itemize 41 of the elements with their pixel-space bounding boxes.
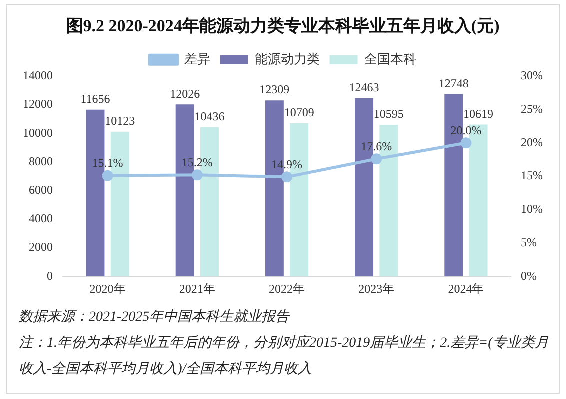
data-label: 10619 — [464, 106, 494, 121]
y2-tick-label: 25% — [521, 102, 544, 116]
point — [102, 170, 114, 182]
y2-tick-label: 30% — [521, 68, 544, 83]
y-tick-label: 10000 — [23, 126, 53, 140]
data-label: 12026 — [170, 86, 200, 101]
y-tick-label: 2000 — [29, 240, 53, 254]
chart-title: 图9.2 2020-2024年能源动力类专业本科毕业五年月收入(元) — [66, 16, 500, 36]
y-tick-label: 4000 — [29, 212, 53, 226]
source-note: 数据来源：2021-2025年中国本科生就业报告 — [19, 308, 292, 327]
point — [371, 154, 382, 165]
y-tick-label: 0 — [47, 268, 53, 283]
data-label: 10436 — [194, 110, 225, 124]
y2-tick-label: 10% — [521, 202, 544, 216]
x-tick-label: 2020年 — [90, 282, 126, 296]
data-label: 12748 — [438, 76, 469, 90]
x-tick-label: 2022年 — [269, 282, 305, 296]
x-tick-label: 2021年 — [179, 282, 216, 296]
data-label: 10595 — [374, 107, 404, 122]
y-tick-label: 8000 — [29, 154, 53, 168]
x-tick-label: 2023年 — [358, 282, 395, 296]
data-label: 12309 — [260, 82, 290, 97]
y2-tick-label: 15% — [521, 168, 544, 183]
legend-label: 能源动力类 — [254, 51, 320, 66]
y-tick-label: 6000 — [29, 182, 53, 197]
y-tick-label: 12000 — [23, 97, 53, 112]
data-label: 11656 — [80, 92, 110, 106]
legend-label: 全国本科 — [364, 51, 416, 66]
y2-tick-label: 5% — [521, 235, 538, 250]
data-label: 10709 — [284, 106, 314, 120]
data-label: 12463 — [349, 80, 380, 95]
data-label: 10123 — [105, 114, 136, 128]
legend-label: 差异 — [184, 51, 210, 66]
x-tick-label: 2024年 — [448, 282, 484, 296]
y2-tick-label: 0% — [521, 268, 538, 283]
point — [282, 172, 292, 183]
point — [460, 138, 472, 149]
y2-tick-label: 20% — [521, 135, 544, 150]
y-tick-label: 14000 — [23, 68, 53, 83]
point — [192, 170, 203, 181]
text: 注：1.年份为本科毕业五年后的年份，分别对应2015-2019届毕业生；2.差异=(专业类月收入-全国本科平均月收入)/全国本科平均月收入 — [19, 334, 549, 379]
